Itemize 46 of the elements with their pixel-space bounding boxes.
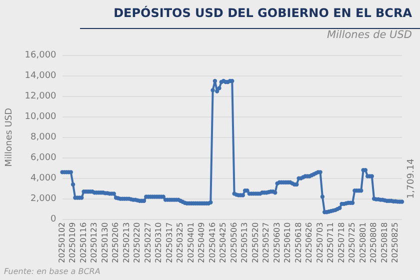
x-tick-label: 20250409 xyxy=(197,222,206,263)
chart-title: DEPÓSITOS USD DEL GOBIERNO EN EL BCRA xyxy=(112,6,412,20)
y-tick-label: 12,000 xyxy=(24,92,57,102)
x-tick-label: 20250626 xyxy=(304,222,314,263)
x-tick-label: 20250506 xyxy=(229,222,238,263)
x-tick-label: 20250130 xyxy=(100,222,110,263)
x-tick-label: 20250317 xyxy=(164,222,174,263)
x-tick-label: 20250116 xyxy=(78,222,88,263)
x-tick-label: 20250213 xyxy=(122,222,131,263)
source-note: Fuente: en base a BCRA xyxy=(4,267,100,276)
chart-subtitle: Millones de USD xyxy=(326,29,412,41)
y-tick-label: 0 xyxy=(50,214,57,225)
x-tick-label: 20250227 xyxy=(143,222,152,263)
x-tick-label: 20250310 xyxy=(154,222,164,263)
x-tick-label: 20250711 xyxy=(326,222,336,263)
y-tick-label: 16,000 xyxy=(24,50,57,61)
x-tick-label: 20250513 xyxy=(240,222,250,263)
x-tick-label: 20250603 xyxy=(272,222,282,263)
y-tick-label: 6,000 xyxy=(30,153,57,164)
x-tick-label: 20250206 xyxy=(111,222,120,263)
x-tick-label: 20250703 xyxy=(315,222,324,263)
x-tick-label: 20250527 xyxy=(262,222,271,263)
y-tick-label: 8,000 xyxy=(30,132,57,143)
x-tick-label: 20250808 xyxy=(369,222,378,263)
x-tick-label: 20250610 xyxy=(283,222,292,263)
x-tick-label: 20250416 xyxy=(208,222,217,263)
x-tick-label: 20250818 xyxy=(380,222,389,263)
x-tick-label: 20250220 xyxy=(132,222,142,263)
x-tick-label: 20250825 xyxy=(390,222,400,263)
x-tick-label: 20250618 xyxy=(294,222,303,263)
y-tick-label: 2,000 xyxy=(30,194,57,204)
y-tick-label: 14,000 xyxy=(24,71,57,82)
x-tick-label: 20250401 xyxy=(186,222,196,263)
x-tick-label: 20250718 xyxy=(336,222,346,263)
x-tick-label: 20250109 xyxy=(68,222,78,263)
y-tick-label: 4,000 xyxy=(30,174,57,184)
x-tick-label: 20250123 xyxy=(90,222,99,263)
y-tick-label: 10,000 xyxy=(24,112,57,122)
x-tick-label: 20250102 xyxy=(57,222,66,263)
x-tick-label: 20250520 xyxy=(250,222,260,263)
x-tick-label: 20250801 xyxy=(358,222,368,263)
x-tick-label: 20250325 xyxy=(176,222,185,263)
x-tick-label: 20250425 xyxy=(218,222,228,263)
data-label: 1,709.14 xyxy=(406,158,416,199)
x-tick-label: 20250725 xyxy=(348,222,357,263)
y-axis-title: Millones USD xyxy=(4,108,15,167)
